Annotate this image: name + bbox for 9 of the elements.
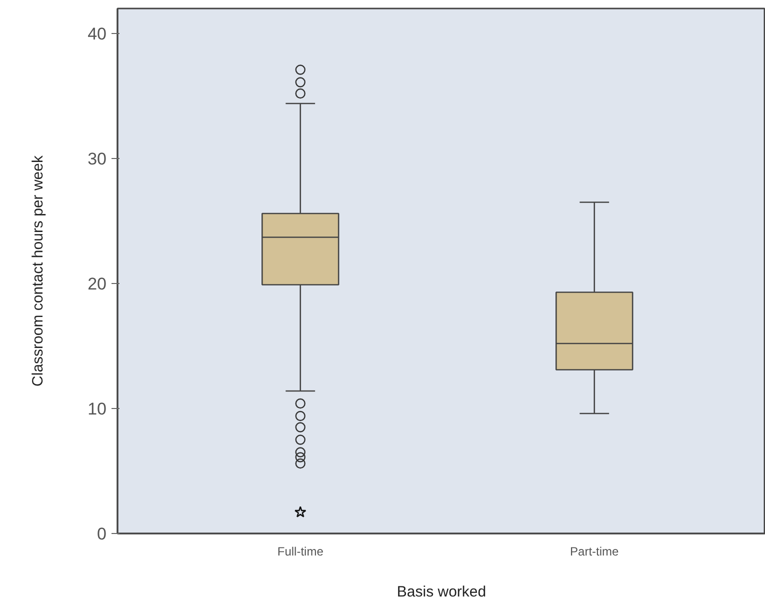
y-tick-label: 10 <box>88 400 107 418</box>
y-tick-label: 0 <box>97 524 107 544</box>
x-axis-title: Basis worked <box>396 584 486 600</box>
x-tick-label: Full-time <box>277 544 324 558</box>
y-tick-label: 40 <box>88 24 107 44</box>
y-tick-label: 30 <box>88 150 107 168</box>
x-tick-label: Part-time <box>570 544 620 558</box>
y-axis-title: Classroom contact hours per week <box>30 155 47 386</box>
y-tick-label: 20 <box>88 274 107 294</box>
